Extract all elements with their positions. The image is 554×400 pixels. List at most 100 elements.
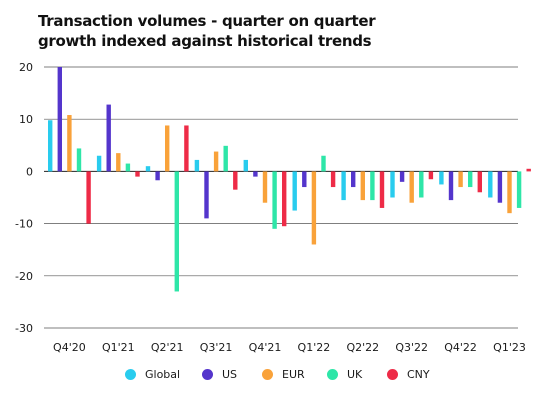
bar — [497, 171, 503, 203]
x-axis-ticks: Q4'20 Q1'21 Q2'21 Q3'21 Q4'21 Q1'22 Q2'22 Q3'22… — [53, 341, 526, 354]
legend-label: Global — [145, 367, 181, 381]
bar — [370, 171, 375, 201]
bars — [48, 67, 531, 292]
bar — [516, 171, 522, 208]
legend-swatch — [387, 368, 398, 380]
legend-label: CNY — [407, 367, 430, 381]
legend-label: UK — [347, 367, 363, 381]
legend-item: US — [202, 365, 237, 383]
chart-title-line-1: Transaction volumes - quarter on quarter — [38, 12, 376, 30]
bar — [477, 171, 482, 193]
bar — [116, 153, 121, 172]
x-tick-label: Q4'22 — [444, 341, 477, 354]
bar — [526, 168, 531, 172]
bar — [341, 171, 346, 201]
bar — [67, 115, 72, 172]
bar-group — [341, 171, 385, 208]
legend-item: Global — [125, 365, 180, 383]
bar — [419, 171, 424, 198]
bar-group — [488, 168, 531, 214]
x-tick-label: Q3'21 — [200, 341, 233, 354]
x-tick-label: Q2'22 — [346, 341, 379, 354]
gridlines — [44, 66, 518, 329]
x-tick-label: Q1'23 — [493, 341, 526, 354]
y-tick-label: -20 — [15, 270, 33, 283]
bar — [282, 171, 287, 227]
bar-group — [96, 104, 140, 177]
chart-title-line-2: growth indexed against historical trends — [38, 32, 372, 50]
chart-title: Transaction volumes - quarter on quarter… — [38, 11, 518, 51]
bar — [233, 171, 238, 190]
y-tick-label: 20 — [19, 61, 33, 74]
legend-swatch — [125, 368, 136, 380]
bar — [48, 120, 53, 172]
legend-swatch — [202, 368, 213, 380]
bar-group — [390, 171, 434, 203]
bar — [302, 171, 307, 188]
bar — [125, 163, 131, 172]
legend-swatch — [327, 368, 338, 380]
x-tick-label: Q2'21 — [151, 341, 184, 354]
bar — [351, 171, 356, 188]
bar — [399, 171, 405, 182]
bar-group — [439, 171, 482, 201]
bar — [194, 159, 200, 172]
x-tick-label: Q1'21 — [102, 341, 135, 354]
y-tick-label: -30 — [15, 322, 33, 335]
bar — [390, 171, 395, 198]
bar — [379, 171, 385, 208]
legend: Global US EUR UK CNY — [0, 365, 554, 383]
bar — [330, 171, 336, 188]
bar — [468, 171, 473, 188]
bar — [448, 171, 454, 201]
x-tick-label: Q1'22 — [298, 341, 331, 354]
bar — [184, 125, 189, 172]
bar — [145, 166, 151, 172]
y-tick-label: 0 — [26, 165, 33, 178]
bar — [458, 171, 463, 188]
bar — [174, 171, 179, 292]
legend-item: EUR — [262, 365, 305, 383]
bar — [439, 171, 444, 185]
bar — [311, 171, 317, 245]
x-tick-label: Q4'21 — [249, 341, 282, 354]
x-tick-label: Q3'22 — [395, 341, 428, 354]
bar — [57, 67, 62, 172]
bar — [253, 171, 258, 177]
bar-group — [194, 145, 238, 219]
bar-group — [48, 67, 91, 224]
x-tick-label: Q4'20 — [53, 341, 86, 354]
bar — [243, 159, 248, 172]
legend-item: CNY — [387, 365, 430, 383]
bar — [428, 171, 434, 180]
bar — [262, 171, 268, 203]
bar — [507, 171, 512, 214]
bar — [106, 104, 111, 172]
bar — [76, 148, 82, 172]
bar — [96, 155, 102, 172]
bar — [204, 171, 209, 219]
y-tick-label: 10 — [19, 113, 33, 126]
legend-label: EUR — [282, 367, 305, 381]
legend-label: US — [222, 367, 238, 381]
bar — [155, 171, 160, 181]
bar — [135, 171, 140, 177]
bar-group — [243, 159, 287, 229]
y-axis-ticks: 20 10 0 -10 -20 -30 — [15, 61, 33, 335]
bar — [321, 155, 326, 172]
bar-group — [292, 155, 336, 245]
bar — [409, 171, 414, 203]
bar — [86, 171, 91, 224]
legend-swatch — [262, 368, 273, 380]
bar — [165, 125, 170, 172]
bar — [488, 171, 493, 198]
bar — [360, 171, 365, 201]
bar — [223, 145, 228, 172]
bar-group — [145, 125, 189, 292]
legend-item: UK — [327, 365, 362, 383]
bar — [292, 171, 297, 211]
bar — [213, 151, 219, 172]
bar — [272, 171, 277, 229]
y-tick-label: -10 — [15, 218, 33, 231]
